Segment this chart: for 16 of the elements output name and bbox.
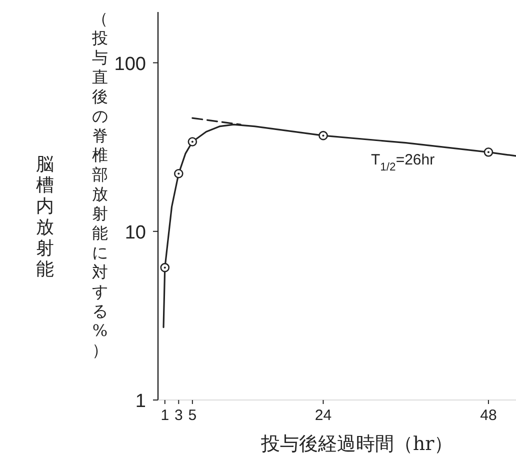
y-tick-label: 10	[124, 222, 146, 244]
x-axis-title: 投与後経過時間（hr）	[260, 433, 454, 455]
point	[160, 262, 170, 272]
y-tick-label: 100	[114, 54, 146, 75]
text: （投与直後の脊椎部放射能に対する%）	[92, 9, 108, 360]
annotation: T$_{1/2}$=26hr	[371, 151, 435, 174]
x-tick-label: 48	[480, 407, 497, 424]
y-axis-title: 脳槽内放射能	[36, 154, 54, 280]
x-tick-label: 24	[314, 407, 332, 424]
point	[188, 137, 198, 146]
point	[174, 168, 184, 178]
point	[318, 130, 328, 140]
x-tick-label: 5	[188, 407, 197, 424]
point	[484, 148, 494, 157]
x-tick-label: 1	[160, 407, 170, 424]
x-tick-label: 3	[174, 407, 183, 424]
